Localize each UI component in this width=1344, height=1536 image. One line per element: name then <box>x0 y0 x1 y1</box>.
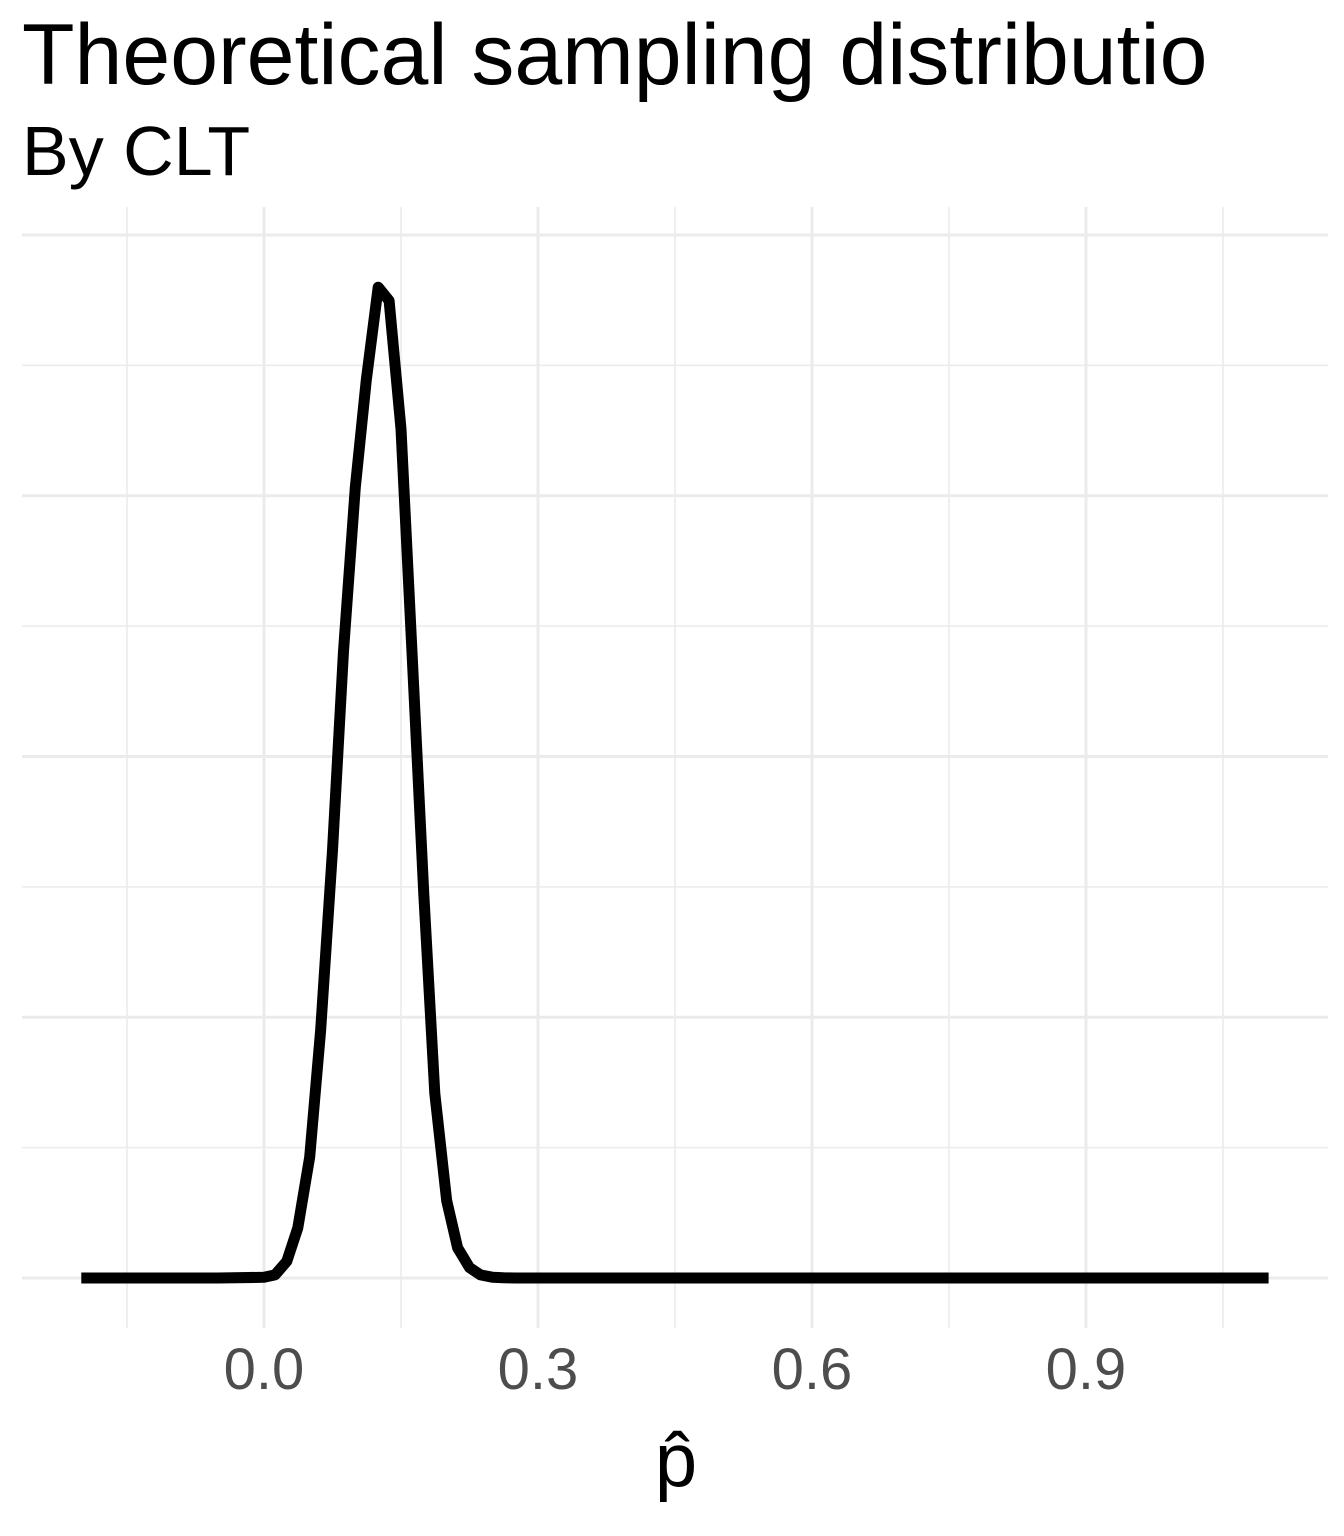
density-curve <box>81 281 1269 1284</box>
major-gridlines-x <box>262 207 1088 1328</box>
chart-title: Theoretical sampling distributio <box>22 7 1207 103</box>
x-axis-label: p̂ <box>655 1418 697 1503</box>
minor-gridlines-x <box>126 207 1224 1328</box>
x-tick-label: 0.3 <box>498 1337 579 1402</box>
x-tick-label: 0.0 <box>224 1337 305 1402</box>
x-axis-tick-labels: 0.0 0.3 0.6 0.9 <box>224 1337 1127 1402</box>
minor-gridlines-y <box>22 364 1328 1149</box>
x-tick-label: 0.9 <box>1046 1337 1127 1402</box>
series-layer <box>81 281 1269 1284</box>
x-tick-label: 0.6 <box>772 1337 853 1402</box>
plot-panel <box>22 207 1328 1328</box>
chart-subtitle: By CLT <box>22 112 250 190</box>
